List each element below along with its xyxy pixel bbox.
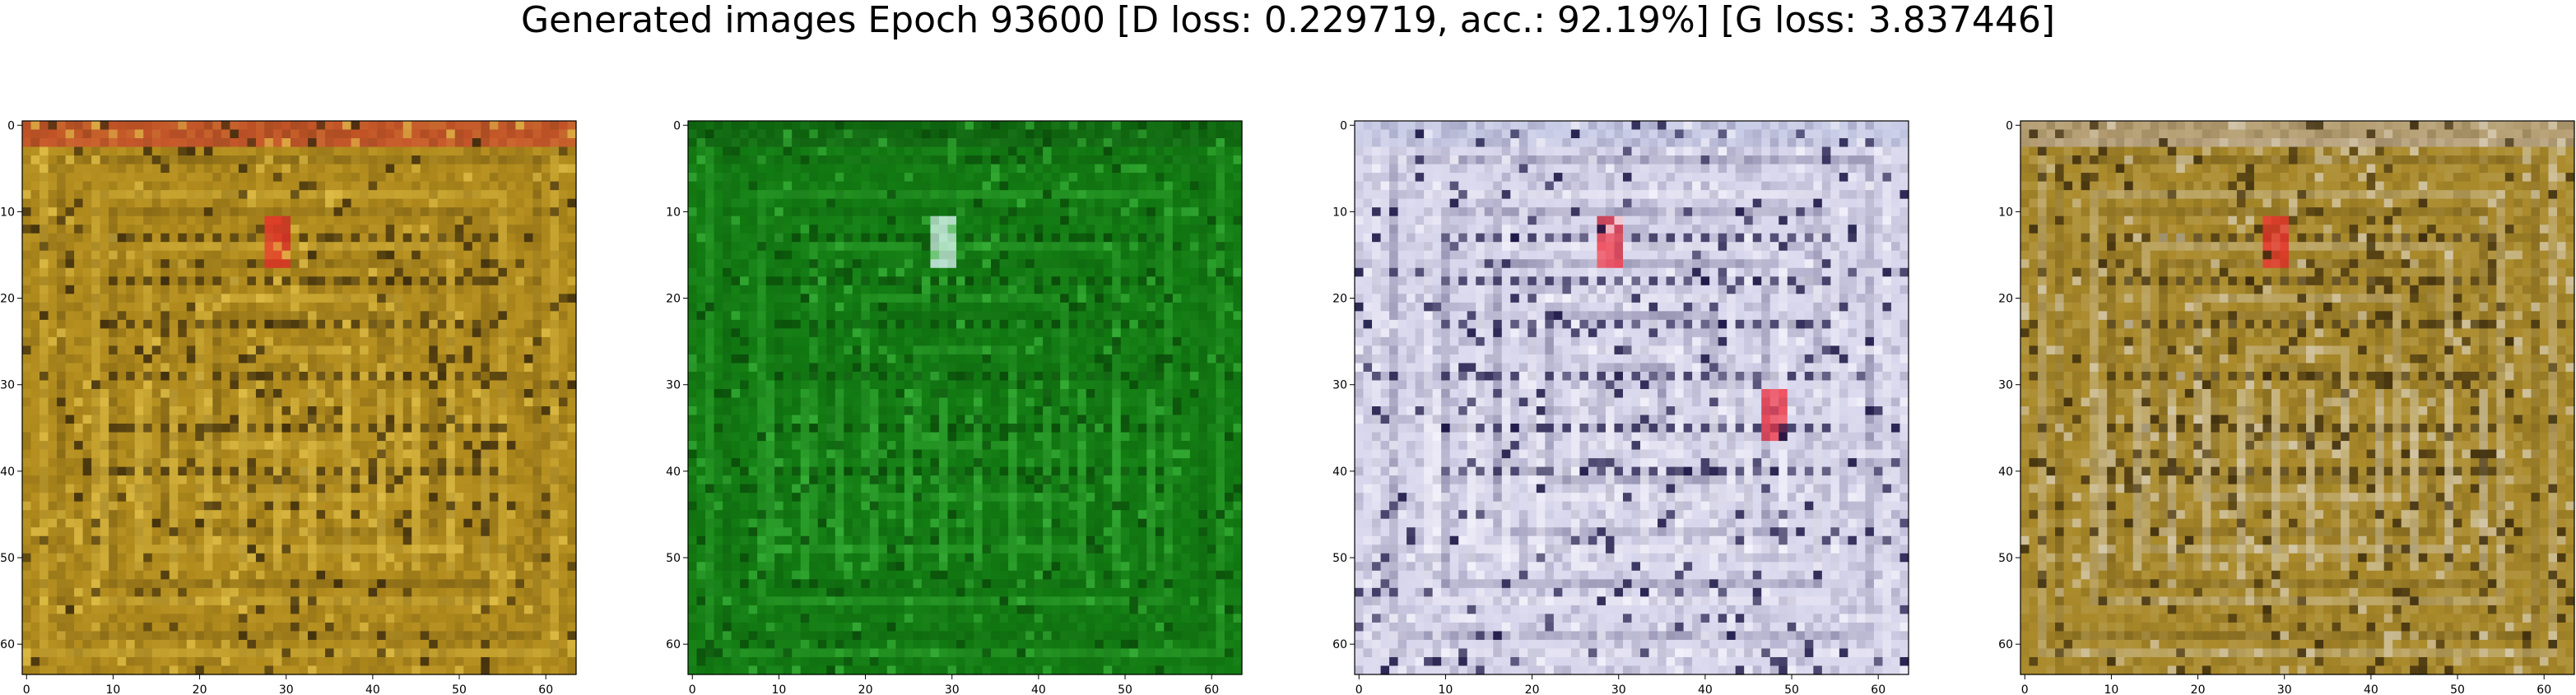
y-tick-label: 50	[666, 552, 681, 565]
x-tick-label: 60	[2536, 683, 2551, 695]
y-tick-label: 20	[1998, 293, 2013, 306]
y-tick-label: 60	[1998, 638, 2013, 651]
y-tick-label: 40	[1998, 466, 2013, 479]
x-tick-label: 0	[2021, 683, 2029, 695]
x-tick-label: 50	[1784, 683, 1799, 695]
x-tick-label: 0	[689, 683, 696, 695]
x-tick-label: 20	[1525, 683, 1540, 695]
x-tick-label: 20	[2191, 683, 2206, 695]
x-tick-label: 30	[1611, 683, 1626, 695]
x-tick-label: 0	[1355, 683, 1363, 695]
image-panel-3: 0 10 20 30 40 50 60 0 10 20 30 40 50 60	[1332, 119, 1909, 695]
y-tick-label: 20	[1332, 293, 1347, 306]
axes-frame	[687, 120, 1243, 675]
x-tick-label: 10	[1439, 683, 1453, 695]
x-tick-label: 10	[106, 683, 121, 695]
y-tick-label: 0	[2006, 119, 2013, 132]
y-tick-label: 60	[666, 638, 681, 651]
image-panel-4: 0 10 20 30 40 50 60 0 10 20 30 40 50 60	[1998, 119, 2575, 695]
x-tick-label: 30	[279, 683, 294, 695]
image-panel-1: 0 10 20 30 40 50 60 0 10 20 30 40 50 60	[0, 119, 577, 695]
y-tick-label: 40	[0, 466, 15, 479]
y-tick-label: 30	[0, 379, 15, 392]
x-tick-label: 60	[1871, 683, 1886, 695]
x-tick-label: 60	[1204, 683, 1219, 695]
axes-frame	[21, 120, 577, 675]
x-tick-label: 60	[538, 683, 553, 695]
x-tick-label: 40	[365, 683, 380, 695]
x-tick-label: 40	[2364, 683, 2378, 695]
x-tick-label: 20	[193, 683, 207, 695]
y-tick-label: 40	[666, 466, 681, 479]
x-tick-label: 40	[1698, 683, 1713, 695]
y-tick-label: 40	[1332, 466, 1347, 479]
image-panel-2: 0 10 20 30 40 50 60 0 10 20 30 40 50 60	[666, 119, 1243, 695]
x-tick-label: 50	[2450, 683, 2465, 695]
axes-frame	[2020, 120, 2575, 675]
y-tick-label: 10	[1998, 206, 2013, 219]
x-tick-label: 30	[945, 683, 960, 695]
x-tick-label: 10	[772, 683, 787, 695]
axes-frame	[1354, 120, 1909, 675]
x-tick-label: 40	[1031, 683, 1046, 695]
y-tick-label: 10	[0, 206, 15, 219]
x-tick-label: 50	[1118, 683, 1132, 695]
y-tick-label: 30	[1332, 379, 1347, 392]
y-tick-label: 50	[1332, 552, 1347, 565]
x-tick-label: 10	[2104, 683, 2119, 695]
y-tick-label: 20	[666, 293, 681, 306]
y-tick-label: 50	[0, 552, 15, 565]
figure-suptitle: Generated images Epoch 93600 [D loss: 0.…	[520, 0, 2056, 41]
y-tick-label: 20	[0, 293, 15, 306]
y-tick-label: 60	[1332, 638, 1347, 651]
x-tick-label: 50	[452, 683, 467, 695]
y-tick-label: 0	[1340, 119, 1347, 132]
y-tick-label: 10	[1332, 206, 1347, 219]
y-tick-label: 30	[1998, 379, 2013, 392]
y-tick-label: 0	[7, 119, 15, 132]
y-tick-label: 10	[666, 206, 681, 219]
x-tick-label: 20	[858, 683, 873, 695]
y-tick-label: 0	[673, 119, 681, 132]
y-tick-label: 50	[1998, 552, 2013, 565]
y-tick-label: 30	[666, 379, 681, 392]
y-tick-label: 60	[0, 638, 15, 651]
x-tick-label: 0	[23, 683, 30, 695]
x-tick-label: 30	[2277, 683, 2292, 695]
